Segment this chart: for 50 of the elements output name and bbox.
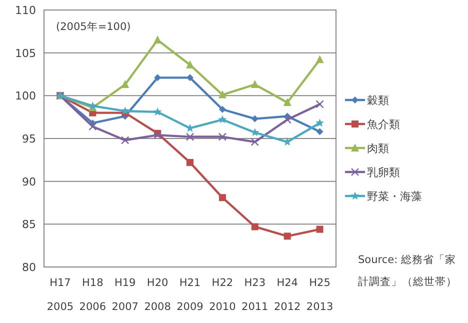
point [218,132,227,141]
annotation: (2005年=100) [56,21,131,33]
x-tick-label: H20 2008 [144,277,171,313]
point [283,98,292,106]
point [251,223,258,230]
y-tick-label: 90 [22,175,36,188]
point [186,74,194,82]
point [121,80,130,88]
point [121,136,130,144]
point [316,226,324,233]
point [154,74,162,82]
point [316,118,324,127]
legend-label: 肉類 [367,142,389,155]
point [153,107,162,116]
x-tick-label: H25 2013 [306,277,334,313]
point [218,115,227,124]
point [284,232,291,240]
x-tick-label: H21 2009 [176,277,204,313]
x-tick-label: H22 2010 [209,277,236,313]
point [218,106,226,113]
y-tick-label: 95 [22,132,36,146]
point [186,60,194,68]
point [316,100,324,108]
legend-label: 乳卵類 [367,166,400,179]
y-tick-label: 110 [15,4,36,17]
point [250,80,259,88]
point [316,128,324,136]
x-tick-label: H18 2006 [79,277,106,313]
point [153,130,162,140]
x-tick-label: H24 2012 [274,277,301,313]
point [218,194,226,202]
point [283,116,292,124]
point [88,122,97,131]
x-tick-label: H23 2011 [242,277,268,313]
point [186,132,194,141]
point [251,115,258,122]
point [186,158,194,166]
y-tick-label: 85 [22,218,36,232]
point [250,138,259,146]
legend-label: 穀類 [367,94,389,107]
legend-label: 野菜・海藻 [367,190,422,203]
y-tick-label: 105 [15,46,36,60]
y-tick-label: 100 [15,90,36,103]
source-note: Source: 総務省「家計調査」（総世帯） [358,253,457,288]
x-tick-label: H19 2007 [112,277,138,313]
y-tick-label: 80 [22,261,36,274]
legend-label: 魚介類 [367,118,400,131]
x-tick-label: H17 2005 [46,277,74,313]
point [316,55,324,64]
point [218,90,226,98]
